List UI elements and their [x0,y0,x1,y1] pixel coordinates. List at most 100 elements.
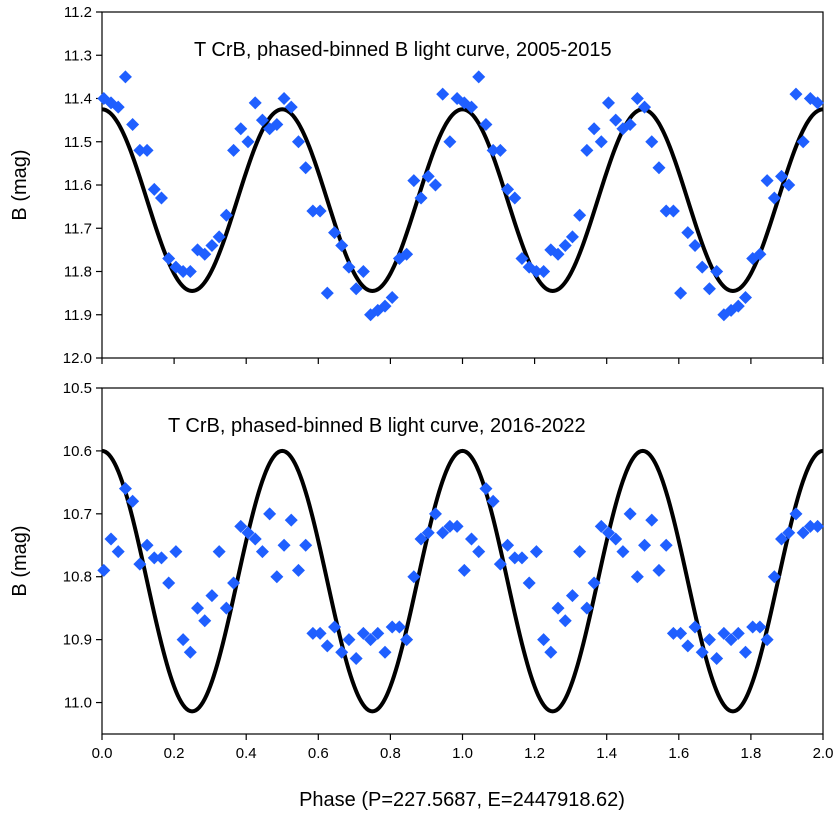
bottom-data-point [731,626,745,640]
top-data-point [537,265,551,278]
bottom-data-point [645,513,659,527]
bottom-data-point [255,545,269,559]
top-data-point [443,135,457,149]
bottom-data-point [97,563,111,577]
top-data-point [284,100,298,114]
bottom-data-point [544,645,558,659]
bottom-data-point [508,551,522,565]
bottom-data-point [529,545,543,559]
bottom-data-point [580,601,594,615]
bottom-data-point [306,626,320,640]
top-data-point [176,265,190,278]
bottom-data-point [782,526,796,540]
bottom-data-point [436,526,450,540]
top-data-point [313,204,327,218]
top-data-point [688,239,702,253]
top-data-point [234,122,248,136]
bottom-y-tick-label: 10.8 [63,569,92,586]
bottom-data-point [371,626,385,640]
top-data-point [767,191,781,205]
bottom-data-point [602,526,616,540]
bottom-data-point [349,652,363,666]
bottom-data-point [630,570,644,584]
bottom-data-point [479,482,493,496]
top-data-point [335,239,349,253]
bottom-data-point [320,639,334,653]
bottom-data-points [97,482,825,666]
bottom-data-point [558,614,572,628]
bottom-data-point [450,519,464,533]
top-data-point [630,92,644,105]
bottom-data-point [767,570,781,584]
bottom-data-point [234,519,248,533]
top-data-point [796,135,810,149]
bottom-data-point [183,645,197,659]
top-y-axis: 11.2 11.3 11.4 11.5 11.6 11.7 11.8 11.9 12.0 [63,4,102,367]
top-data-point [486,143,500,157]
bottom-x-tick-label: 0.0 [92,745,113,762]
top-data-point [162,252,176,266]
bottom-data-point [753,620,767,634]
top-data-point [414,191,428,205]
top-data-point [407,174,421,188]
top-y-tick-label: 11.7 [64,220,92,237]
bottom-data-point [738,645,752,659]
top-data-point [118,70,132,84]
bottom-data-point [796,526,810,540]
bottom-data-point [284,513,298,527]
bottom-x-tick-label: 1.6 [668,745,689,762]
bottom-data-point [501,538,515,552]
bottom-x-tick-label: 0.4 [236,745,257,762]
top-data-point [638,100,652,114]
bottom-y-tick-label: 11.0 [64,695,92,712]
top-y-tick-label: 12.0 [63,350,92,367]
bottom-data-point [811,519,825,533]
top-data-point [623,117,637,131]
top-data-point [731,299,745,313]
bottom-data-point [638,538,652,552]
top-y-tick-label: 11.8 [64,264,92,281]
top-panel: 11.2 11.3 11.4 11.5 11.6 11.7 11.8 11.9 12.0 T C… [9,4,825,367]
bottom-data-point [378,645,392,659]
bottom-data-point [400,633,414,647]
bottom-data-point [335,645,349,659]
bottom-data-point [457,563,471,577]
top-data-point [277,92,291,105]
top-data-point [594,135,608,149]
top-data-point [385,290,399,304]
bottom-data-point [551,601,565,615]
bottom-data-point [227,576,241,590]
bottom-x-tick-label: 1.0 [452,745,473,762]
top-data-point [212,230,226,244]
bottom-data-point [169,545,183,559]
bottom-data-point [147,551,161,565]
bottom-data-point [522,576,536,590]
bottom-data-point [775,532,789,546]
bottom-data-point [263,507,277,521]
bottom-data-point [219,601,233,615]
bottom-data-point [623,507,637,521]
top-data-point [328,226,342,240]
bottom-x-tick-label: 0.8 [380,745,401,762]
top-data-point [811,96,825,110]
top-data-point [753,247,767,261]
bottom-data-point [248,532,262,546]
bottom-data-point [291,563,305,577]
top-data-point [378,299,392,313]
bottom-data-point [154,551,168,565]
top-data-point [529,265,543,278]
bottom-data-point [212,545,226,559]
bottom-x-tick-label: 1.4 [596,745,617,762]
top-data-point [515,252,529,266]
top-data-point [342,260,356,274]
bottom-data-point [573,545,587,559]
top-data-point [270,117,284,131]
bottom-data-point [118,482,132,496]
bottom-data-point [594,519,608,533]
bottom-data-point [407,570,421,584]
top-data-point [291,135,305,149]
bottom-data-point [710,652,724,666]
bottom-x-tick-label: 2.0 [813,745,834,762]
top-data-point [587,122,601,136]
